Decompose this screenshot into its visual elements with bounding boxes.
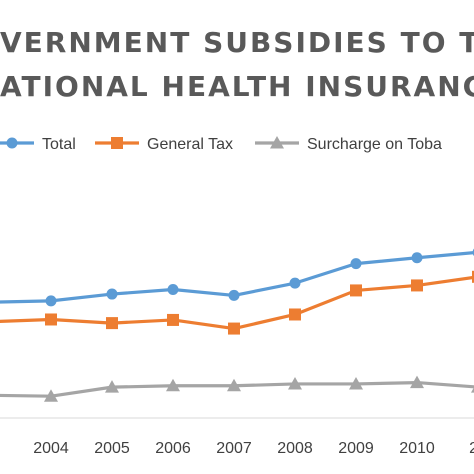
x-tick-label-2005: 2005 <box>94 440 130 457</box>
data-point-general-tax-2006 <box>167 313 179 326</box>
series-general-tax <box>0 270 474 335</box>
chart-title-line-2: ATIONAL HEALTH INSURANC <box>0 70 474 103</box>
data-point-surcharge-on-toba-2004 <box>44 389 58 402</box>
x-tick-label-2007: 2007 <box>216 440 252 457</box>
data-point-surcharge-on-toba-2011 <box>471 387 474 393</box>
legend-marker-total <box>6 137 18 149</box>
series-line-general-tax <box>0 275 474 331</box>
legend-item-surcharge-on-toba: Surcharge on Toba <box>255 136 442 153</box>
legend-label-surcharge-on-toba: Surcharge on Toba <box>307 136 442 153</box>
legend-label-total: Total <box>42 136 76 153</box>
data-point-general-tax-2009 <box>350 284 362 297</box>
data-point-general-tax-2007 <box>228 322 240 335</box>
x-tick-label-2004: 2004 <box>33 440 69 457</box>
legend-label-general-tax: General Tax <box>147 136 233 153</box>
data-point-total-2010 <box>411 252 423 264</box>
x-tick-label-2010: 2010 <box>399 440 435 457</box>
data-point-general-tax-2011 <box>472 270 474 283</box>
x-tick-label-2006: 2006 <box>155 440 191 457</box>
legend-marker-general-tax <box>111 137 123 149</box>
chart-title-line-1: VERNMENT SUBSIDIES TO T <box>0 26 474 59</box>
data-point-surcharge-on-toba-2009 <box>349 376 363 390</box>
x-axis: 3200420052006200720082009201020 <box>0 417 474 457</box>
data-point-general-tax-2005 <box>106 317 118 330</box>
chart-plot-area <box>0 248 474 402</box>
series-surcharge-on-toba <box>0 375 474 402</box>
data-point-surcharge-on-toba-2008 <box>288 376 302 390</box>
legend-item-general-tax: General Tax <box>95 136 233 153</box>
data-point-surcharge-on-toba-2010 <box>410 375 424 389</box>
data-point-surcharge-on-toba-2006 <box>166 378 180 392</box>
data-point-general-tax-2010 <box>411 279 423 292</box>
legend-item-total: Total <box>0 136 76 153</box>
data-point-general-tax-2008 <box>289 308 301 321</box>
x-tick-label-2011: 20 <box>469 440 474 457</box>
chart-legend: Total General Tax Surcharge on Toba <box>0 136 442 153</box>
x-tick-label-2009: 2009 <box>338 440 374 457</box>
data-point-surcharge-on-toba-2005 <box>105 380 119 393</box>
data-point-total-2007 <box>228 289 240 301</box>
series-total <box>0 248 474 307</box>
data-point-total-2006 <box>167 284 179 296</box>
data-point-surcharge-on-toba-2007 <box>227 378 241 392</box>
legend-marker-surcharge-on-toba <box>270 136 284 149</box>
data-point-total-2009 <box>350 258 362 270</box>
data-point-total-2004 <box>45 295 57 307</box>
x-tick-label-2008: 2008 <box>277 440 313 457</box>
data-point-total-2008 <box>289 277 301 289</box>
data-point-total-2005 <box>106 288 118 300</box>
data-point-general-tax-2004 <box>45 313 57 326</box>
